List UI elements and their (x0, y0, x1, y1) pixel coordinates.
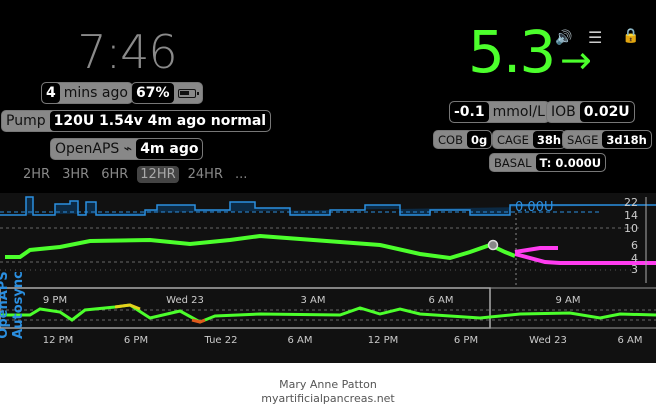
cage-pill[interactable]: CAGE 38h (492, 130, 567, 149)
svg-text:3 AM: 3 AM (300, 295, 325, 306)
menu-icon[interactable]: ☰ (588, 28, 603, 47)
svg-text:6 PM: 6 PM (124, 335, 148, 346)
bg-chart[interactable]: 0.00U 22 14 10 6 4 3 9 PM Wed 23 3 AM 6 … (0, 193, 656, 363)
svg-text:Wed 23: Wed 23 (166, 295, 204, 306)
svg-text:9 AM: 9 AM (555, 295, 580, 306)
svg-text:Wed 23: Wed 23 (529, 335, 567, 346)
delta-pill: -0.1 mmol/L (449, 101, 550, 123)
website[interactable]: myartificialpancreas.net (261, 392, 395, 405)
iob-pill[interactable]: IOB 0.02U (546, 101, 635, 123)
svg-text:10: 10 (624, 222, 638, 235)
svg-text:Tue 22: Tue 22 (204, 335, 238, 346)
battery-pill: 67% (131, 82, 203, 104)
range-12hr[interactable]: 12HR (137, 166, 179, 183)
range-more[interactable]: ... (235, 167, 248, 182)
battery-icon (177, 88, 199, 98)
svg-text:6 AM: 6 AM (617, 335, 642, 346)
range-3hr[interactable]: 3HR (62, 167, 90, 182)
svg-text:14: 14 (624, 209, 638, 222)
speaker-icon[interactable]: 🔊 (555, 30, 573, 46)
bg-value: 5.3 (468, 18, 556, 86)
svg-text:12 PM: 12 PM (368, 335, 399, 346)
basal-value-label: 0.00U (515, 200, 553, 215)
last-reading-pill: 4 mins ago (41, 82, 133, 104)
svg-text:6 PM: 6 PM (454, 335, 478, 346)
svg-text:3: 3 (631, 263, 638, 276)
range-24hr[interactable]: 24HR (187, 167, 223, 182)
sage-pill[interactable]: SAGE 3d18h (562, 130, 652, 149)
svg-text:9 PM: 9 PM (43, 295, 67, 306)
svg-text:22: 22 (624, 196, 638, 209)
svg-text:6 AM: 6 AM (428, 295, 453, 306)
openaps-pill[interactable]: OpenAPS ⌁ 4m ago (50, 138, 204, 160)
basal-pill[interactable]: BASAL T: 0.000U (489, 153, 607, 172)
svg-text:4: 4 (631, 252, 638, 265)
nightscout-screen: 7:46 4 mins ago 67% Pump 120U 1.54v 4m a… (0, 0, 656, 363)
footer: Mary Anne Patton myartificialpancreas.ne… (0, 378, 656, 406)
svg-text:6: 6 (631, 239, 638, 252)
time-range-selector: 2HR 3HR 6HR 12HR 24HR ... (20, 166, 250, 183)
openaps-autosync-label[interactable]: OpenAPS Autosync (0, 271, 26, 339)
cob-pill[interactable]: COB 0g (433, 130, 493, 149)
range-6hr[interactable]: 6HR (101, 167, 129, 182)
author-name: Mary Anne Patton (279, 378, 377, 391)
svg-text:6 AM: 6 AM (287, 335, 312, 346)
trend-arrow-icon: → (560, 38, 592, 82)
clock: 7:46 (77, 25, 177, 79)
pump-pill[interactable]: Pump 120U 1.54v 4m ago normal (1, 110, 272, 132)
svg-text:12 PM: 12 PM (43, 335, 74, 346)
lock-icon[interactable]: 🔒 (622, 28, 640, 44)
range-2hr[interactable]: 2HR (23, 167, 51, 182)
